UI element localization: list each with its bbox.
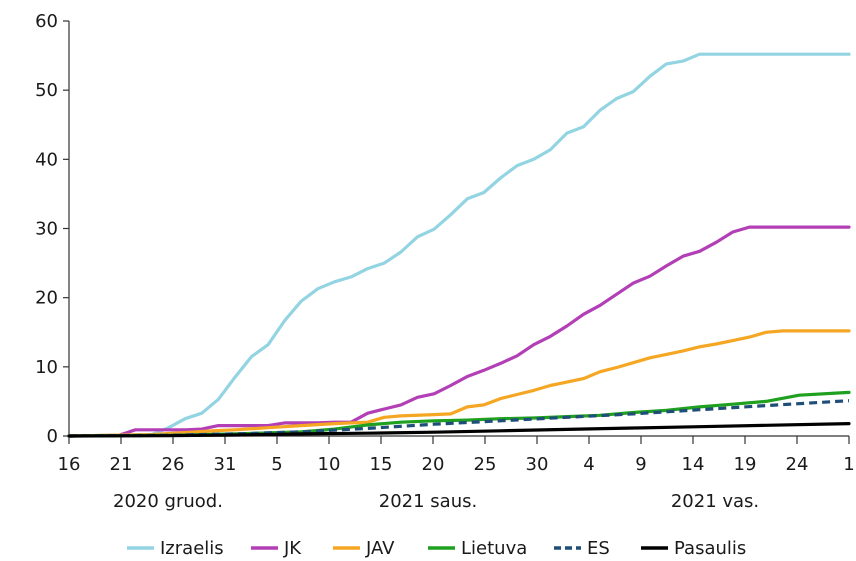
legend-label: JAV bbox=[365, 538, 395, 559]
legend-label: Izraelis bbox=[160, 538, 224, 559]
series-line-izraelis bbox=[67, 52, 851, 438]
x-tick-label: 24 bbox=[786, 454, 809, 475]
x-tick-label: 21 bbox=[110, 454, 133, 475]
x-tick-label: 4 bbox=[583, 454, 594, 475]
x-axis: 16 21 26 31 5 10 15 20 25 30 4 9 14 19 24 1 2020 gruod. 2… bbox=[58, 435, 855, 512]
x-tick-label: 20 bbox=[422, 454, 445, 475]
y-tick-label: 10 bbox=[35, 357, 58, 378]
y-tick-label: 60 bbox=[35, 11, 58, 32]
legend-label: Lietuva bbox=[461, 538, 527, 559]
x-tick-label: 19 bbox=[734, 454, 757, 475]
x-group-label: 2021 saus. bbox=[379, 491, 477, 512]
y-axis: 0 10 20 30 40 50 60 bbox=[35, 11, 70, 447]
x-tick-label: 26 bbox=[162, 454, 185, 475]
x-group-label: 2021 vas. bbox=[671, 491, 759, 512]
legend-item: ES bbox=[554, 538, 610, 559]
legend-item: JAV bbox=[333, 538, 395, 559]
x-tick-label: 1 bbox=[843, 454, 854, 475]
x-tick-label: 30 bbox=[526, 454, 549, 475]
legend-item: Lietuva bbox=[428, 538, 527, 559]
y-tick-label: 40 bbox=[35, 149, 58, 170]
legend-label: ES bbox=[587, 538, 610, 559]
x-tick-label: 31 bbox=[214, 454, 237, 475]
y-tick-label: 30 bbox=[35, 219, 58, 240]
x-tick-label: 10 bbox=[318, 454, 341, 475]
legend-label: JK bbox=[283, 538, 302, 559]
legend-item: Pasaulis bbox=[641, 538, 746, 559]
x-tick-label: 16 bbox=[58, 454, 81, 475]
legend: Izraelis JK JAV Lietuva ES Pasaulis bbox=[127, 538, 746, 559]
series-line-jav bbox=[67, 329, 851, 438]
legend-item: Izraelis bbox=[127, 538, 224, 559]
y-tick-label: 0 bbox=[47, 426, 58, 447]
series-line-pasaulis bbox=[67, 422, 851, 438]
y-tick-label: 20 bbox=[35, 288, 58, 309]
y-tick-label: 50 bbox=[35, 80, 58, 101]
series-line-jk bbox=[67, 225, 851, 438]
x-tick-label: 5 bbox=[271, 454, 282, 475]
series-layer bbox=[67, 52, 851, 438]
series-line-es bbox=[68, 399, 850, 438]
legend-label: Pasaulis bbox=[674, 538, 746, 559]
x-group-label: 2020 gruod. bbox=[113, 491, 223, 512]
x-tick-label: 14 bbox=[682, 454, 705, 475]
x-tick-label: 15 bbox=[370, 454, 393, 475]
legend-item: JK bbox=[251, 538, 302, 559]
x-tick-label: 25 bbox=[474, 454, 497, 475]
x-tick-label: 9 bbox=[635, 454, 646, 475]
